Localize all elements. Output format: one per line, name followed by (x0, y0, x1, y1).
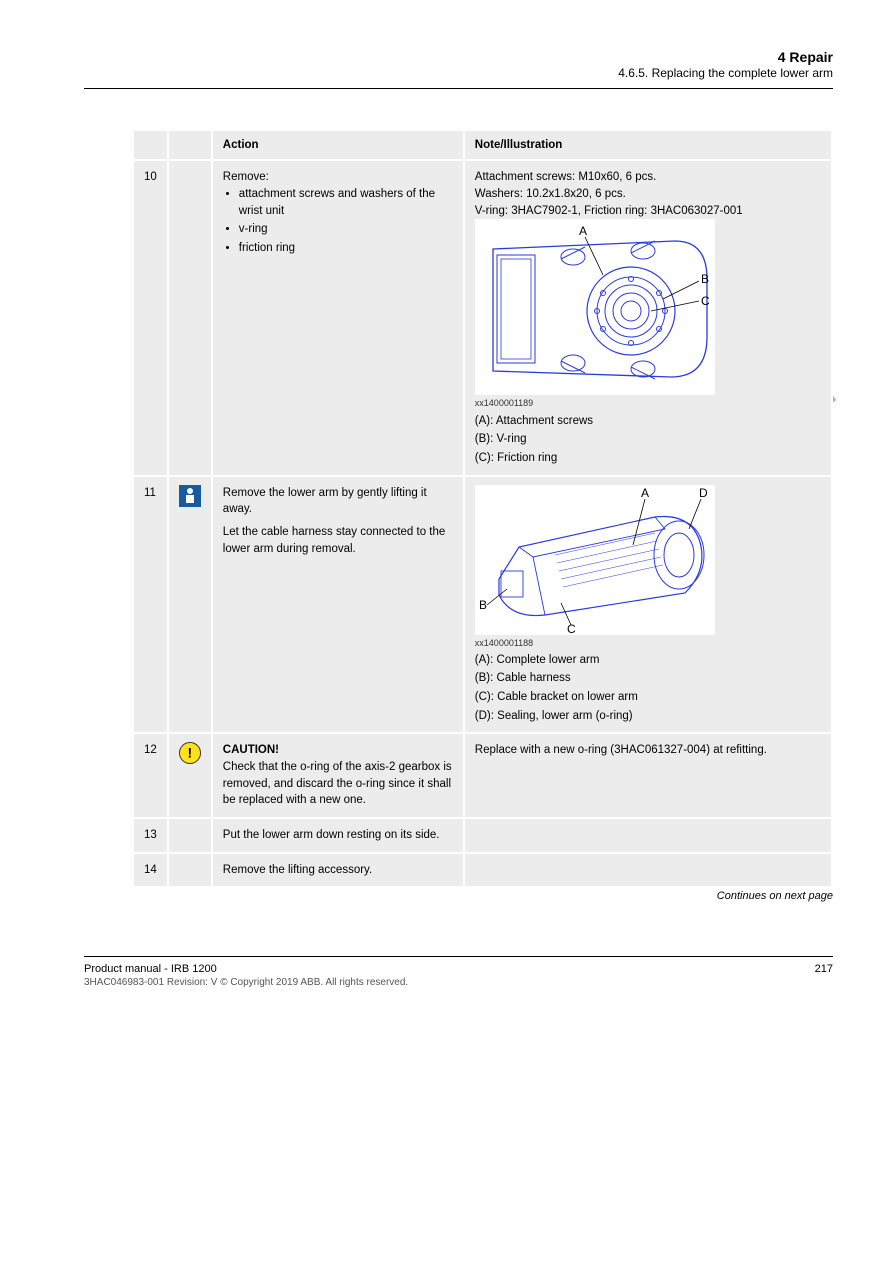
svg-text:D: D (699, 486, 708, 500)
info-line: Attachment screws: M10x60, 6 pcs. (475, 169, 821, 186)
footer-page-number: 217 (815, 963, 833, 975)
legend-item: (D): Sealing, lower arm (o-ring) (475, 708, 821, 725)
svg-text:B: B (701, 272, 709, 286)
list-item: v-ring (239, 221, 453, 238)
col-head-action: Action (212, 130, 464, 161)
footer-doc-id: Product manual - IRB 1200 (84, 963, 217, 975)
step-info (464, 853, 832, 888)
step-info (464, 818, 832, 853)
footer-copyright: 3HAC046983-001 Revision: V © Copyright 2… (84, 977, 833, 988)
caution-icon (179, 742, 201, 764)
svg-text:C: C (701, 294, 710, 308)
table-row: 10 Remove: attachment screws and washers… (133, 160, 832, 475)
parts-legend: (A): Attachment screws (B): V-ring (C): … (475, 413, 821, 467)
svg-text:B: B (479, 598, 487, 612)
legend-item: (B): V-ring (475, 431, 821, 448)
step-note (168, 733, 212, 818)
instruction-table-wrap: Action Note/Illustration 10 Remove: atta… (132, 129, 833, 903)
action-line: Check that the o-ring of the axis-2 gear… (223, 759, 453, 809)
page-header: 4 Repair 4.6.5. Replacing the complete l… (84, 48, 833, 82)
step-number: 12 (133, 733, 168, 818)
step-action: Remove the lower arm by gently lifting i… (212, 476, 464, 734)
svg-text:C: C (567, 622, 576, 635)
table-row: 12 CAUTION! Check that the o-ring of the… (133, 733, 832, 818)
diagram-wrist-hole: A B C (475, 219, 715, 395)
note-icon (179, 485, 201, 507)
continues-note: Continues on next page (132, 890, 833, 902)
col-head-blank1 (133, 130, 168, 161)
diagram-caption: xx1400001188 (475, 637, 821, 650)
action-line: Let the cable harness stay connected to … (223, 524, 453, 557)
step-action: Remove: attachment screws and washers of… (212, 160, 464, 475)
list-item: friction ring (239, 240, 453, 257)
header-subsection: 4.6.5. Replacing the complete lower arm (84, 66, 833, 82)
legend-item: (C): Cable bracket on lower arm (475, 689, 821, 706)
step-action: CAUTION! Check that the o-ring of the ax… (212, 733, 464, 818)
diagram-caption: xx1400001189 (475, 397, 821, 410)
table-row: 11 Remove the lower arm by gently liftin… (133, 476, 832, 734)
header-section-number: 4 Repair (84, 48, 833, 66)
footer-rule (84, 956, 833, 957)
step-number: 13 (133, 818, 168, 853)
step-number: 14 (133, 853, 168, 888)
step-action: Remove the lifting accessory. (212, 853, 464, 888)
svg-text:A: A (641, 486, 649, 500)
header-rule (84, 88, 833, 89)
legend-item: (C): Friction ring (475, 450, 821, 467)
col-head-blank2 (168, 130, 212, 161)
step-info: Replace with a new o-ring (3HAC061327-00… (464, 733, 832, 818)
table-header-row: Action Note/Illustration (133, 130, 832, 161)
diagram-lower-arm: A D B C (475, 485, 715, 635)
action-line: Remove the lower arm by gently lifting i… (223, 485, 453, 518)
info-line: Washers: 10.2x1.8x20, 6 pcs. (475, 186, 821, 203)
step-number: 11 (133, 476, 168, 734)
step-info: Attachment screws: M10x60, 6 pcs. Washer… (464, 160, 832, 475)
step-action: Put the lower arm down resting on its si… (212, 818, 464, 853)
legend-item: (B): Cable harness (475, 670, 821, 687)
caution-heading: CAUTION! (223, 742, 453, 759)
step-note (168, 160, 212, 475)
list-item: attachment screws and washers of the wri… (239, 186, 453, 219)
instruction-table: Action Note/Illustration 10 Remove: atta… (132, 129, 833, 889)
legend-item: (A): Attachment screws (475, 413, 821, 430)
step-number: 10 (133, 160, 168, 475)
step-note (168, 853, 212, 888)
col-head-info: Note/Illustration (464, 130, 832, 161)
step-note (168, 818, 212, 853)
step-note (168, 476, 212, 734)
info-line: V-ring: 3HAC7902-1, Friction ring: 3HAC0… (475, 203, 821, 220)
step-info: A D B C xx1400001188 (A): Complete lower… (464, 476, 832, 734)
svg-text:A: A (579, 224, 587, 238)
parts-legend: (A): Complete lower arm (B): Cable harne… (475, 652, 821, 725)
table-row: 13 Put the lower arm down resting on its… (133, 818, 832, 853)
table-row: 14 Remove the lifting accessory. (133, 853, 832, 888)
page-footer: Product manual - IRB 1200 217 3HAC046983… (84, 956, 833, 988)
legend-item: (A): Complete lower arm (475, 652, 821, 669)
